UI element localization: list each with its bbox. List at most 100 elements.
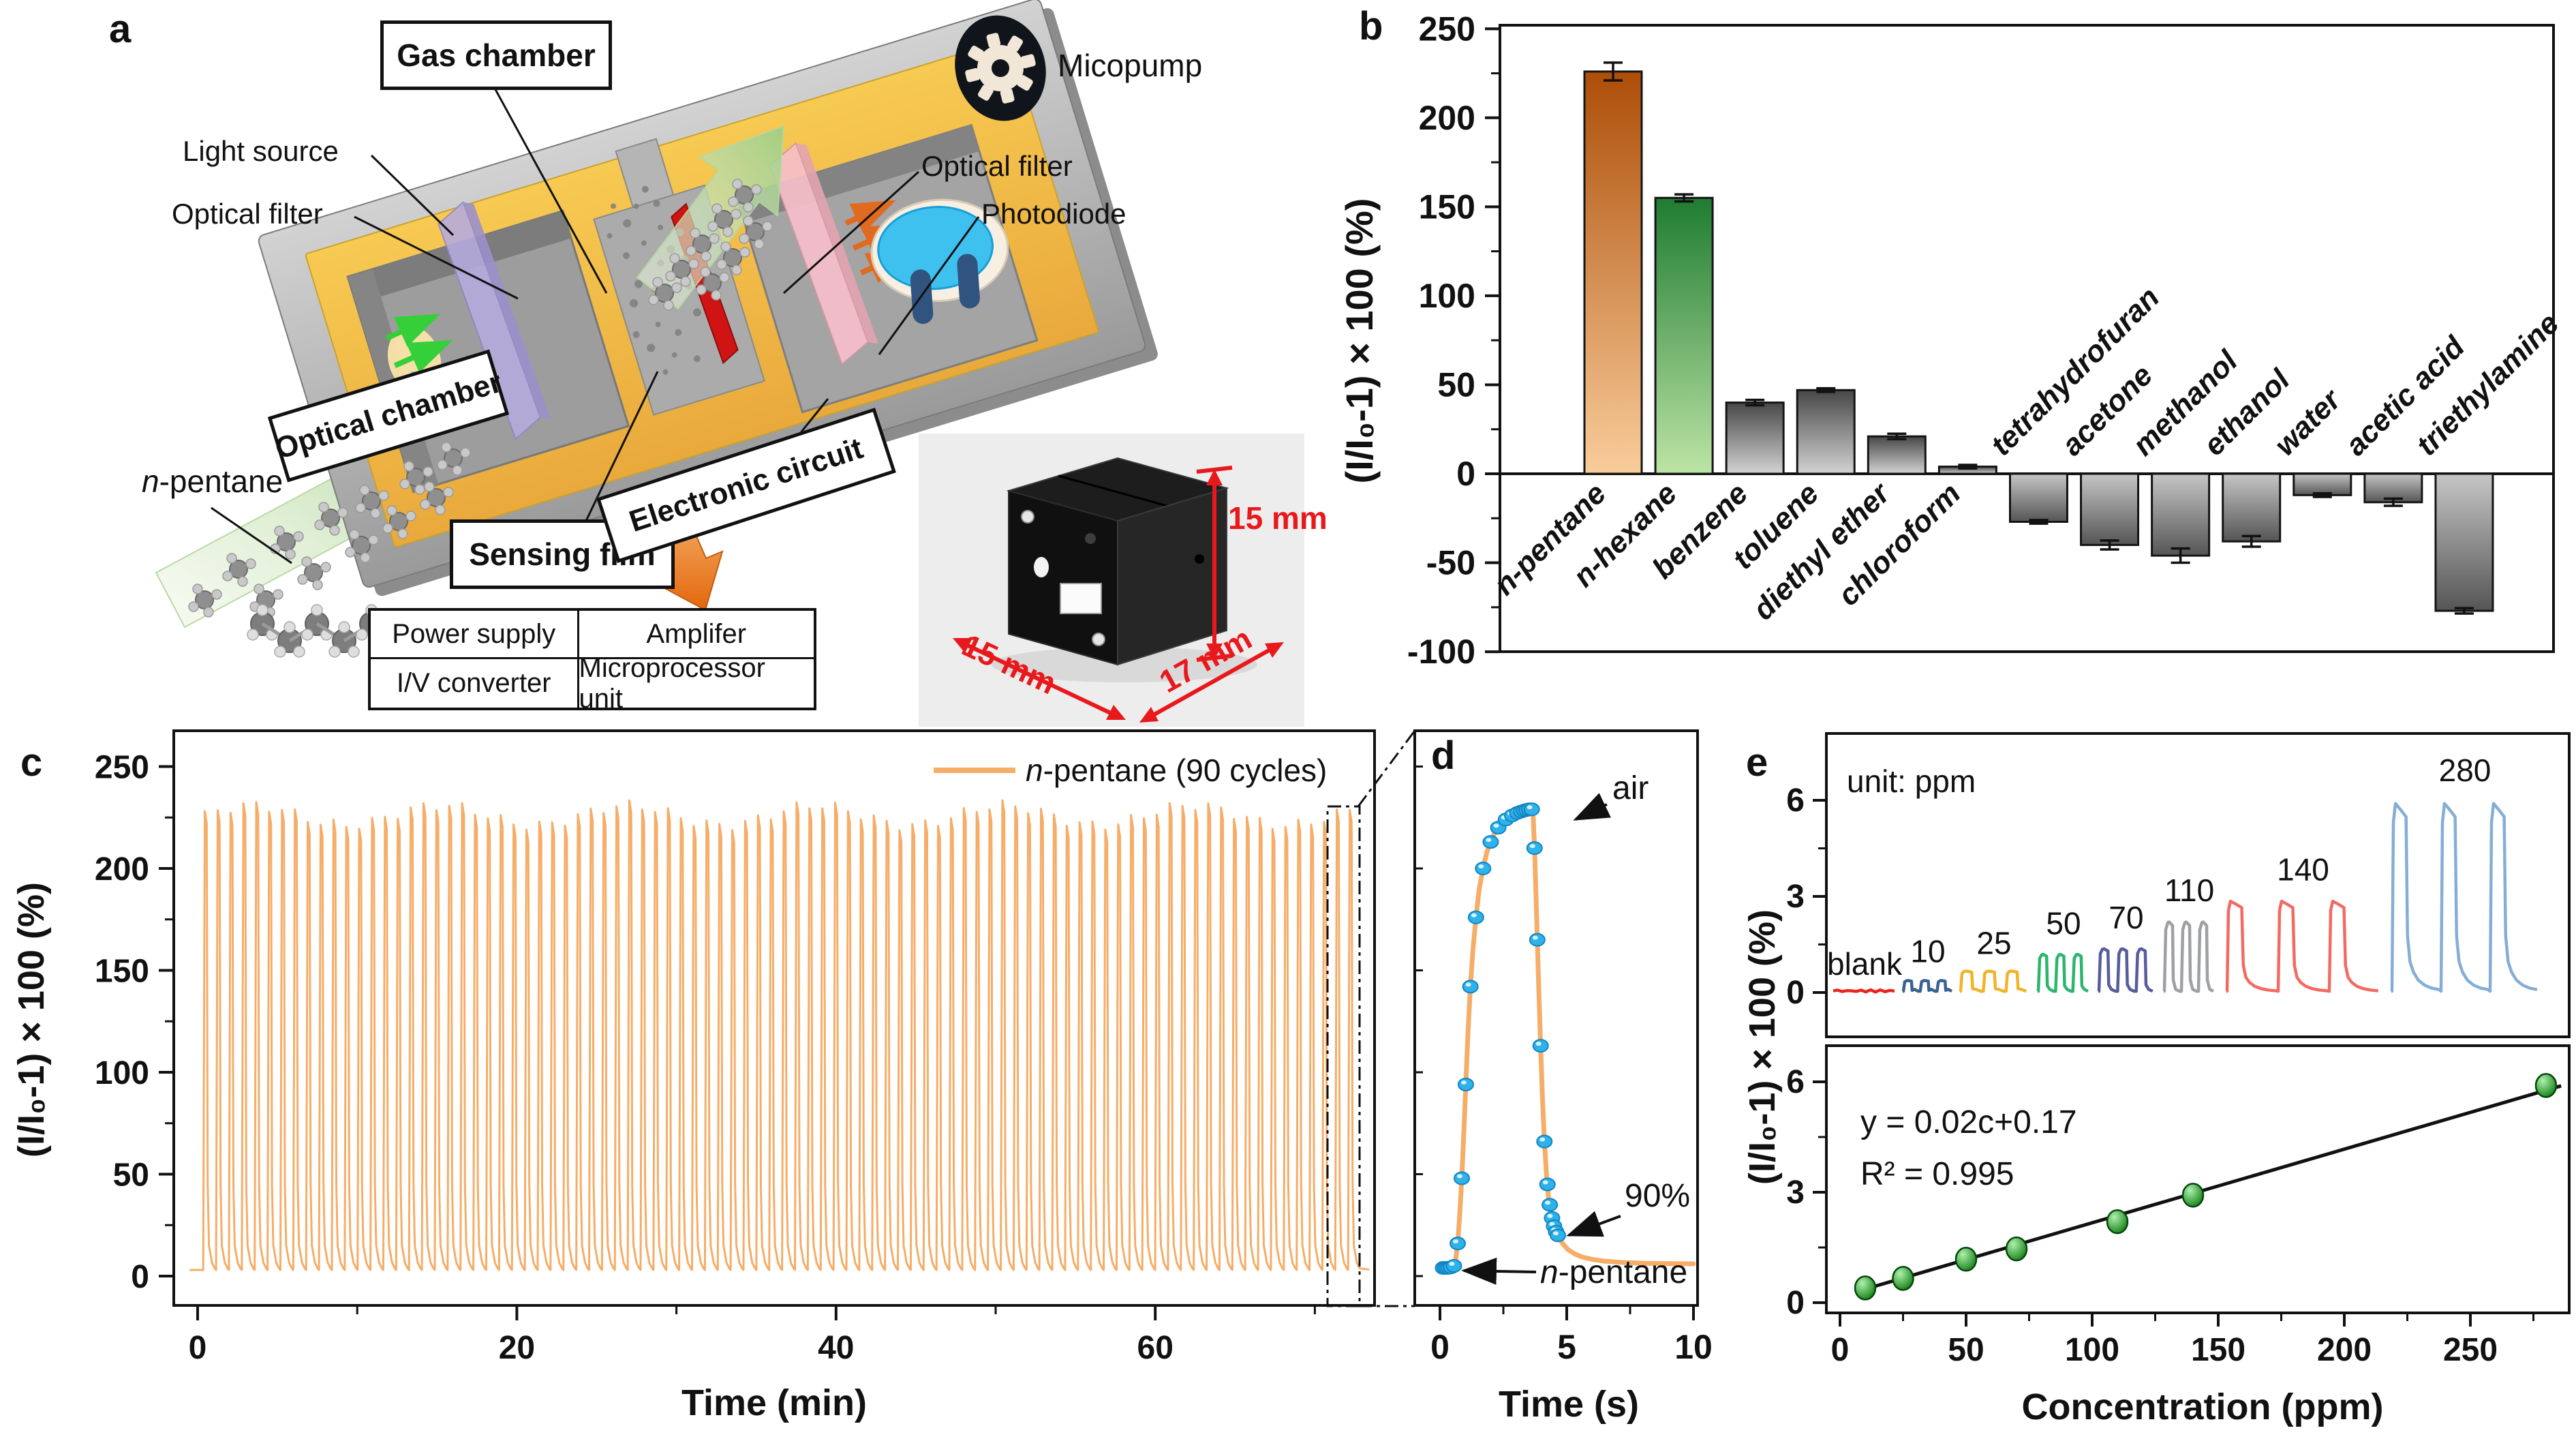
cycling-stability-chart: 0 50 100 150 200 250 0 20 40 60 n-pentane (90 cycl…: [11, 729, 1376, 1423]
point-10ppm: [1854, 1275, 1877, 1301]
panel-label-d: d: [1431, 733, 1456, 778]
svg-text:0: 0: [131, 1259, 149, 1295]
fit-equation: y = 0.02c+0.17: [1860, 1104, 2077, 1140]
cycles-trace: [189, 799, 1370, 1271]
photo-height-dimension: 15 mm: [1228, 500, 1328, 536]
svg-text:(I/I₀-1) × 100 (%): (I/I₀-1) × 100 (%): [1745, 909, 1783, 1185]
pulse-group-10: [1901, 979, 1953, 993]
optical-filter-left-label: Optical filter: [172, 198, 323, 230]
pulse-label-blank: blank: [1827, 946, 1903, 982]
svg-text:0: 0: [1786, 975, 1805, 1011]
fit-r2: R² = 0.995: [1860, 1156, 2014, 1192]
svg-text:0: 0: [1430, 1328, 1450, 1366]
calibration-points: [1854, 1073, 2558, 1301]
panel-label-c: c: [20, 740, 43, 785]
circuit-table: Power supply Amplifer I/V converter Micr…: [368, 608, 816, 714]
photodiode-label: Photodiode: [981, 198, 1126, 230]
bar-methanol: [2151, 472, 2211, 557]
pulse-group-25: [1959, 969, 2027, 993]
svg-text:250: 250: [1419, 10, 1475, 48]
panel-b: -100 -50 0 50 100 150 200 250 n-pentane n-hexane b…: [1329, 0, 2576, 727]
pulse-plot-frame: [1825, 732, 2571, 1038]
circuit-cell-converter: I/V converter: [371, 659, 579, 708]
svg-text:5: 5: [1557, 1328, 1576, 1366]
optical-filter-right-label: Optical filter: [921, 150, 1073, 182]
svg-text:50: 50: [1437, 365, 1475, 404]
panel-a: a Gas chamber Micopump Light source Opti…: [0, 0, 1329, 727]
bars: [1583, 61, 2494, 615]
bar-n-pentane: [1583, 70, 1643, 475]
cube-side-face: [1117, 487, 1227, 666]
panel-c: 0 50 100 150 200 250 0 20 40 60 n-pentane (90 cycl…: [0, 727, 1404, 1454]
panel-label-a: a: [109, 7, 132, 51]
svg-text:20: 20: [499, 1330, 535, 1366]
pulse-label-110: 110: [2164, 873, 2214, 908]
plot-frame: [1499, 24, 2555, 653]
point-25ppm: [1892, 1266, 1914, 1291]
data-points: [1435, 802, 1566, 1275]
pulse-label-10: 10: [1910, 933, 1945, 969]
circuit-cell-microprocessor: Microprocessor unit: [579, 652, 765, 714]
svg-text:-100: -100: [1407, 633, 1475, 671]
circuit-cell-power: Power supply: [371, 611, 579, 659]
pulse-group-blank: [1833, 988, 1895, 994]
svg-text:0: 0: [1456, 455, 1475, 493]
svg-text:-50: -50: [1426, 544, 1475, 582]
circuit-cell-amplifier: Amplifer: [579, 611, 814, 659]
pulse-label-50: 50: [2046, 905, 2081, 941]
bar-n-hexane: [1654, 196, 1714, 475]
svg-text:100: 100: [1419, 277, 1475, 315]
svg-text:150: 150: [1419, 187, 1475, 226]
svg-text:250: 250: [2443, 1332, 2498, 1368]
zoom-box: [1326, 805, 1361, 1307]
selectivity-bar-chart: -100-50050100150200250n-pentanen-hexaneb…: [1338, 10, 2566, 671]
svg-text:10: 10: [1674, 1328, 1713, 1366]
svg-text:200: 200: [95, 851, 149, 888]
svg-text:unit: ppm: unit: ppm: [1847, 763, 1976, 799]
pulse-group-280: [2390, 802, 2538, 993]
svg-text:150: 150: [95, 954, 149, 990]
micropump-label: Micopump: [1058, 48, 1203, 83]
pulse-group-110: [2162, 920, 2215, 993]
point-50ppm: [1954, 1247, 1978, 1272]
svg-text:100: 100: [95, 1055, 149, 1091]
sensor-photo: [919, 434, 1304, 727]
svg-text:200: 200: [1419, 99, 1475, 137]
bar-acetone: [2080, 472, 2140, 546]
pulse-group-50: [2036, 952, 2089, 993]
svg-text:(I/I₀-1) × 100 (%): (I/I₀-1) × 100 (%): [1338, 198, 1381, 484]
point-280ppm: [2534, 1073, 2558, 1098]
svg-text:0: 0: [1786, 1285, 1805, 1321]
micropump-icon: [955, 15, 1046, 121]
svg-text:Time (min): Time (min): [681, 1382, 867, 1423]
svg-text:6: 6: [1786, 783, 1805, 819]
leader-lines: [211, 84, 980, 564]
point-110ppm: [2106, 1209, 2129, 1235]
bar-diethyl ether: [1867, 435, 1927, 475]
pulse-group-140: [2225, 899, 2378, 993]
concentration-response-chart: 0 3 6 unit: ppm blank 10 25 50 70 110 140 280 0 3 6 0 50…: [1745, 732, 2571, 1427]
bar-toluene: [1796, 389, 1856, 475]
pulse-label-280: 280: [2439, 753, 2491, 788]
gas-chamber-label: Gas chamber: [380, 20, 612, 90]
single-cycle-chart: 0 5 10 air 90% n-pentane Time (s): [1413, 729, 1713, 1425]
fit-plot-frame: [1825, 1044, 2571, 1314]
bar-ethanol: [2222, 472, 2282, 543]
light-source-label: Light source: [183, 135, 339, 167]
legend-label: n-pentane (90 cycles): [1026, 753, 1327, 788]
svg-text:6: 6: [1786, 1064, 1805, 1100]
plot-frame: [1413, 729, 1699, 1307]
point-140ppm: [2181, 1183, 2205, 1208]
svg-text:200: 200: [2317, 1332, 2372, 1368]
pulse-label-25: 25: [1976, 926, 2011, 961]
bar-triethylamine: [2434, 472, 2494, 612]
pulse-label-70: 70: [2109, 900, 2143, 935]
svg-text:(I/I₀-1) × 100 (%): (I/I₀-1) × 100 (%): [11, 882, 52, 1157]
svg-text:Concentration (ppm): Concentration (ppm): [2022, 1387, 2384, 1427]
svg-text:50: 50: [1948, 1332, 1984, 1368]
panel-label-b: b: [1359, 4, 1383, 48]
plot-frame: [172, 729, 1376, 1307]
svg-text:250: 250: [95, 750, 149, 786]
n-pentane-label: n-pentane: [142, 464, 283, 499]
